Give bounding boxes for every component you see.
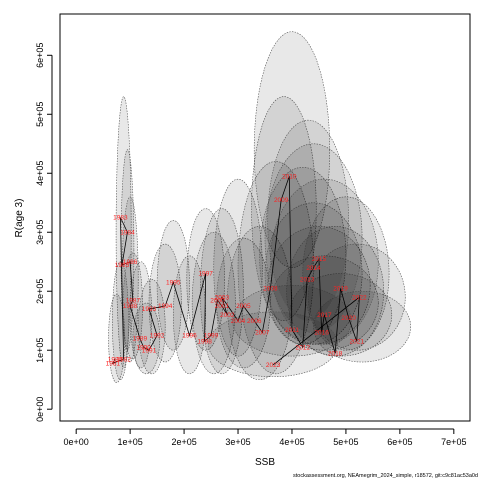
plot-frame bbox=[59, 13, 471, 422]
confidence-ellipse-29 bbox=[307, 243, 406, 351]
year-label-1995: 1995 bbox=[166, 280, 181, 287]
year-label-1985: 1985 bbox=[115, 262, 130, 269]
year-label-2016: 2016 bbox=[314, 330, 329, 337]
x-tick-label-2: 2e+05 bbox=[171, 437, 196, 447]
year-label-2009: 2009 bbox=[274, 197, 289, 204]
confidence-ellipse-5 bbox=[112, 261, 129, 381]
year-label-1986: 1986 bbox=[123, 259, 138, 266]
year-label-2013: 2013 bbox=[300, 277, 315, 284]
confidence-ellipse-26 bbox=[286, 226, 384, 357]
trajectory-polyline bbox=[112, 176, 360, 366]
x-tick-label-1: 1e+05 bbox=[117, 437, 142, 447]
year-label-2017: 2017 bbox=[317, 312, 332, 319]
y-tick-label-4: 4e+05 bbox=[35, 161, 45, 186]
year-label-1997: 1997 bbox=[198, 271, 213, 278]
confidence-ellipse-27 bbox=[288, 273, 393, 357]
confidence-ellipse-9 bbox=[137, 279, 166, 375]
year-label-1998: 1998 bbox=[197, 339, 212, 346]
confidence-ellipse-15 bbox=[199, 208, 244, 375]
confidence-ellipse-32 bbox=[208, 311, 339, 378]
y-axis: 0e+00 1e+05 2e+05 3e+05 4e+05 5e+05 6e+05 bbox=[35, 43, 53, 422]
year-label-2008: 2008 bbox=[263, 285, 278, 292]
x-tick-label-3: 3e+05 bbox=[225, 437, 250, 447]
year-label-2006: 2006 bbox=[247, 318, 262, 325]
year-label-1981: 1981 bbox=[106, 360, 121, 367]
confidence-ellipse-24 bbox=[267, 226, 371, 345]
year-label-1980: 1980 bbox=[108, 356, 123, 363]
x-axis-title: SSB bbox=[255, 457, 275, 468]
x-tick-label-5: 5e+05 bbox=[333, 437, 358, 447]
year-label-2023: 2023 bbox=[266, 362, 281, 369]
year-label-1993: 1993 bbox=[142, 306, 157, 313]
year-label-2012: 2012 bbox=[296, 344, 311, 351]
x-tick-label-0: 0e+00 bbox=[64, 437, 89, 447]
year-label-2014: 2014 bbox=[306, 265, 321, 272]
y-tick-label-1: 1e+05 bbox=[35, 338, 45, 363]
year-label-1991: 1991 bbox=[142, 347, 157, 354]
confidence-ellipse-7 bbox=[129, 261, 153, 369]
confidence-ellipse-14 bbox=[191, 231, 236, 375]
year-label-1982: 1982 bbox=[116, 356, 131, 363]
x-tick-label-6: 6e+05 bbox=[387, 437, 412, 447]
y-tick-label-6: 6e+05 bbox=[35, 43, 45, 68]
confidence-ellipse-8 bbox=[132, 302, 161, 375]
year-label-2018: 2018 bbox=[328, 350, 343, 357]
year-label-2021: 2021 bbox=[349, 339, 364, 346]
confidence-ellipse-10 bbox=[148, 243, 182, 363]
trajectory-line bbox=[112, 176, 360, 366]
year-label-2004: 2004 bbox=[231, 318, 246, 325]
year-label-1988: 1988 bbox=[123, 303, 138, 310]
x-axis: 0e+00 1e+05 2e+05 3e+05 4e+05 5e+05 6e+05 7e+05 bbox=[64, 428, 466, 447]
year-label-1999: 1999 bbox=[204, 333, 219, 340]
y-tick-label-2: 2e+05 bbox=[35, 279, 45, 304]
year-label-1987: 1987 bbox=[126, 297, 141, 304]
year-label-2005: 2005 bbox=[236, 303, 251, 310]
confidence-ellipse-21 bbox=[253, 31, 331, 268]
year-label-2019: 2019 bbox=[333, 285, 348, 292]
year-label-1983: 1983 bbox=[113, 215, 128, 222]
year-label-1992: 1992 bbox=[150, 333, 165, 340]
year-label-2010: 2010 bbox=[282, 173, 297, 180]
year-label-2001: 2001 bbox=[215, 303, 230, 310]
year-label-2007: 2007 bbox=[255, 330, 270, 337]
y-tick-label-5: 5e+05 bbox=[35, 102, 45, 127]
year-label-2011: 2011 bbox=[285, 327, 299, 334]
y-tick-label-3: 3e+05 bbox=[35, 220, 45, 245]
year-label-2022: 2022 bbox=[352, 294, 367, 301]
year-label-2003: 2003 bbox=[215, 294, 230, 301]
x-tick-label-7: 7e+05 bbox=[441, 437, 466, 447]
x-tick-label-4: 4e+05 bbox=[279, 437, 304, 447]
year-label-2020: 2020 bbox=[341, 315, 356, 322]
uncertainty-ellipses bbox=[108, 31, 411, 383]
year-labels: 1980198119821983198419851986198719881989… bbox=[106, 173, 367, 369]
year-label-1990: 1990 bbox=[136, 344, 151, 351]
confidence-ellipse-11 bbox=[156, 220, 190, 351]
confidence-ellipse-35 bbox=[267, 119, 349, 322]
y-tick-label-0: 0e+00 bbox=[35, 397, 45, 422]
year-label-2002: 2002 bbox=[220, 312, 235, 319]
year-label-2000: 2000 bbox=[210, 297, 225, 304]
year-label-1984: 1984 bbox=[120, 229, 135, 236]
credit-text: stockassessment.org, NEAmegrim_2024_simp… bbox=[293, 473, 478, 479]
year-label-1989: 1989 bbox=[133, 336, 148, 343]
year-label-1996: 1996 bbox=[182, 333, 197, 340]
y-axis-title: R(age 3) bbox=[14, 199, 25, 238]
year-label-1994: 1994 bbox=[158, 303, 173, 310]
year-label-2015: 2015 bbox=[312, 256, 327, 263]
